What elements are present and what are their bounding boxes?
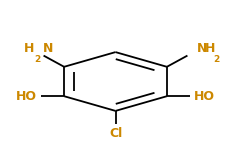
Text: 2: 2 bbox=[35, 55, 41, 64]
Text: HO: HO bbox=[16, 90, 37, 103]
Text: N: N bbox=[197, 42, 207, 55]
Text: H: H bbox=[205, 42, 216, 55]
Text: H: H bbox=[24, 42, 34, 55]
Text: N: N bbox=[43, 42, 54, 55]
Text: Cl: Cl bbox=[109, 127, 122, 140]
Text: HO: HO bbox=[194, 90, 215, 103]
Text: 2: 2 bbox=[214, 55, 220, 64]
